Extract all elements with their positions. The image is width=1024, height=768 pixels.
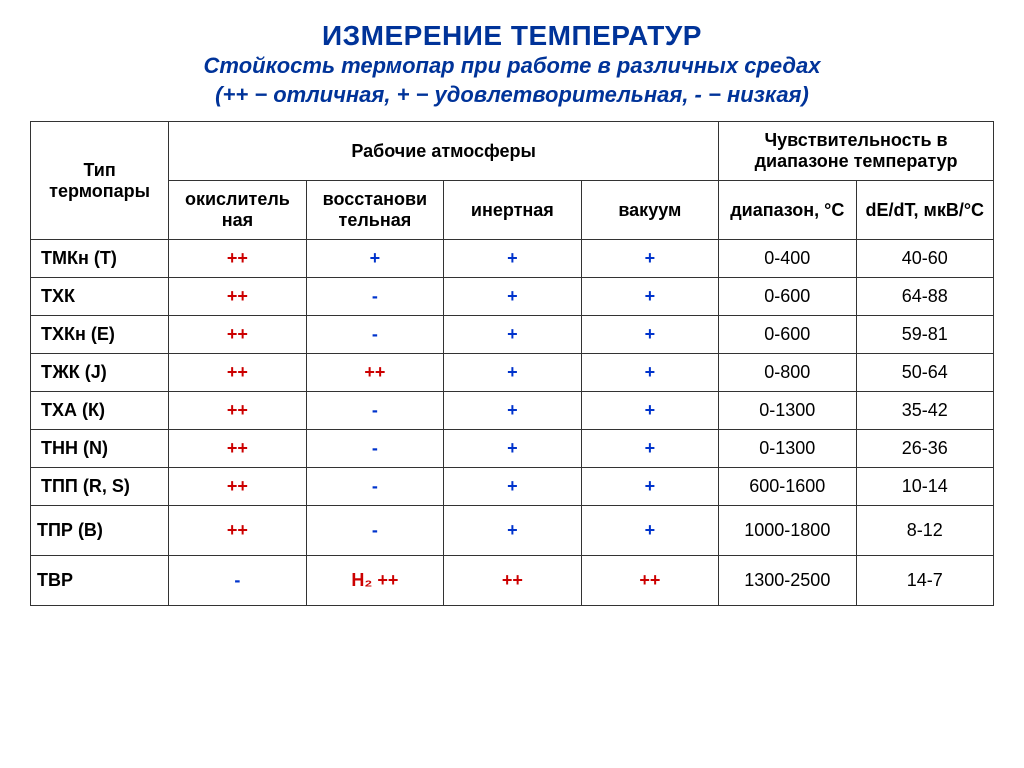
table-row: ТХКн (Е)++-++0-60059-81 (31, 316, 994, 354)
header-reduc: восстанови тельная (306, 181, 443, 240)
table-row: ТНН (N)++-++0-130026-36 (31, 430, 994, 468)
header-range: диапазон, °С (719, 181, 856, 240)
cell-oxid: ++ (169, 316, 306, 354)
header-dedt: dE/dT, мкВ/°С (856, 181, 993, 240)
cell-vac: + (581, 354, 718, 392)
cell-vac: + (581, 506, 718, 556)
cell-dedt: 64-88 (856, 278, 993, 316)
cell-vac: ++ (581, 556, 718, 606)
cell-inert: ++ (444, 556, 581, 606)
cell-range: 0-600 (719, 316, 856, 354)
table-row: ТХК++-++0-60064-88 (31, 278, 994, 316)
cell-range: 0-600 (719, 278, 856, 316)
cell-inert: + (444, 430, 581, 468)
thermocouple-table: Тип термопары Рабочие атмосферы Чувствит… (30, 121, 994, 606)
cell-dedt: 35-42 (856, 392, 993, 430)
cell-dedt: 59-81 (856, 316, 993, 354)
cell-inert: + (444, 278, 581, 316)
cell-range: 0-400 (719, 240, 856, 278)
cell-range: 0-1300 (719, 430, 856, 468)
header-sens-group: Чувствительность в диапазоне температур (719, 122, 994, 181)
table-row: ТВР-H₂ ++++++1300-250014-7 (31, 556, 994, 606)
table-row: ТЖК (J)++++++0-80050-64 (31, 354, 994, 392)
cell-oxid: ++ (169, 392, 306, 430)
cell-type: ТХКн (Е) (31, 316, 169, 354)
cell-type: ТПР (В) (31, 506, 169, 556)
header-oxid: окислитель ная (169, 181, 306, 240)
table-row: ТМКн (Т)+++++0-40040-60 (31, 240, 994, 278)
cell-red: - (306, 506, 443, 556)
cell-range: 1000-1800 (719, 506, 856, 556)
cell-inert: + (444, 240, 581, 278)
cell-dedt: 26-36 (856, 430, 993, 468)
cell-inert: + (444, 506, 581, 556)
table-row: ТХА (К)++-++0-130035-42 (31, 392, 994, 430)
cell-inert: + (444, 392, 581, 430)
cell-type: ТМКн (Т) (31, 240, 169, 278)
cell-dedt: 14-7 (856, 556, 993, 606)
cell-vac: + (581, 240, 718, 278)
cell-range: 0-1300 (719, 392, 856, 430)
cell-red: - (306, 392, 443, 430)
cell-oxid: ++ (169, 430, 306, 468)
header-inert: инертная (444, 181, 581, 240)
cell-type: ТХК (31, 278, 169, 316)
cell-dedt: 10-14 (856, 468, 993, 506)
cell-vac: + (581, 468, 718, 506)
table-row: ТПП (R, S)++-++600-160010-14 (31, 468, 994, 506)
table-body: ТМКн (Т)+++++0-40040-60ТХК++-++0-60064-8… (31, 240, 994, 606)
title-main: ИЗМЕРЕНИЕ ТЕМПЕРАТУР (30, 20, 994, 52)
cell-vac: + (581, 392, 718, 430)
title-block: ИЗМЕРЕНИЕ ТЕМПЕРАТУР Стойкость термопар … (30, 20, 994, 109)
cell-oxid: ++ (169, 240, 306, 278)
cell-type: ТВР (31, 556, 169, 606)
cell-type: ТНН (N) (31, 430, 169, 468)
cell-vac: + (581, 278, 718, 316)
cell-red: + (306, 240, 443, 278)
cell-dedt: 40-60 (856, 240, 993, 278)
cell-type: ТХА (К) (31, 392, 169, 430)
cell-inert: + (444, 354, 581, 392)
cell-red: - (306, 316, 443, 354)
table-row: ТПР (В)++-++1000-18008-12 (31, 506, 994, 556)
cell-oxid: ++ (169, 354, 306, 392)
cell-inert: + (444, 468, 581, 506)
header-atm-group: Рабочие атмосферы (169, 122, 719, 181)
cell-vac: + (581, 430, 718, 468)
cell-range: 0-800 (719, 354, 856, 392)
cell-oxid: ++ (169, 278, 306, 316)
cell-red: - (306, 430, 443, 468)
cell-vac: + (581, 316, 718, 354)
cell-type: ТЖК (J) (31, 354, 169, 392)
cell-red: - (306, 278, 443, 316)
cell-red: ++ (306, 354, 443, 392)
header-type: Тип термопары (31, 122, 169, 240)
cell-range: 1300-2500 (719, 556, 856, 606)
cell-red: H₂ ++ (306, 556, 443, 606)
cell-oxid: - (169, 556, 306, 606)
cell-oxid: ++ (169, 506, 306, 556)
cell-red: - (306, 468, 443, 506)
cell-oxid: ++ (169, 468, 306, 506)
cell-range: 600-1600 (719, 468, 856, 506)
cell-inert: + (444, 316, 581, 354)
title-sub2: (++ − отличная, + − удовлетворительная, … (30, 81, 994, 110)
header-vacuum: вакуум (581, 181, 718, 240)
cell-type: ТПП (R, S) (31, 468, 169, 506)
title-sub1: Стойкость термопар при работе в различны… (30, 52, 994, 81)
cell-dedt: 8-12 (856, 506, 993, 556)
cell-dedt: 50-64 (856, 354, 993, 392)
